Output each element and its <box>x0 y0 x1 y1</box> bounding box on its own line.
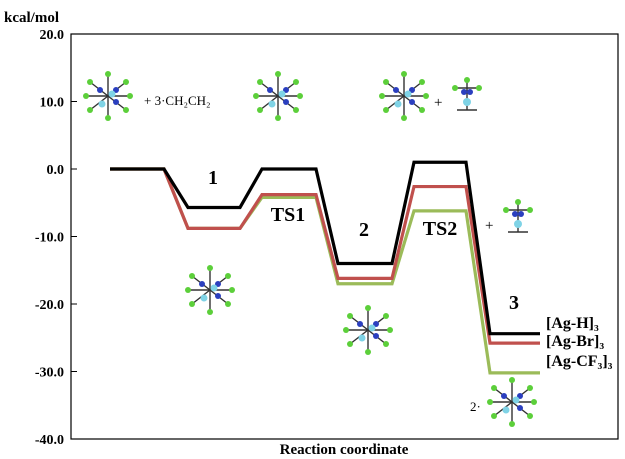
series-label-ag-cf3: [Ag-CF₃]₃ <box>546 353 613 370</box>
plus-sign-2: + <box>485 218 493 234</box>
series-layer <box>110 160 540 375</box>
molecule-fragment-picture-1 <box>451 76 483 111</box>
y-axis-label: kcal/mol <box>4 10 59 26</box>
series-label-ag-h: [Ag-H]₃ <box>546 315 599 332</box>
series-label-ag-br: [Ag-Br]₃ <box>546 333 604 350</box>
series-line-1 <box>110 167 540 345</box>
reactant-annotation: + 3·CH₂CH₂ <box>144 93 211 108</box>
molecule-intermediate1-picture <box>184 264 236 316</box>
molecule-product-picture <box>486 376 538 428</box>
y-tick-label: -40.0 <box>35 433 64 448</box>
molecule-reactant-picture <box>82 70 134 122</box>
plus-sign-1: + <box>434 95 442 111</box>
y-tick-label: 0.0 <box>47 163 65 178</box>
stage-label-ts1: TS1 <box>271 204 305 226</box>
stage-label-1: 1 <box>208 167 218 189</box>
molecule-ts2-picture <box>342 304 394 356</box>
series-line-2 <box>110 167 540 375</box>
y-tick-label: -20.0 <box>35 298 64 313</box>
y-tick-label: 20.0 <box>40 28 65 43</box>
molecule-ts1-picture <box>252 70 304 122</box>
y-tick-label: -30.0 <box>35 366 64 381</box>
y-tick-label: -10.0 <box>35 231 64 246</box>
series-line-0 <box>110 160 540 336</box>
molecule-intermediate2-picture <box>378 70 430 122</box>
x-axis-label: Reaction coordinate <box>280 442 409 458</box>
stage-label-3: 3 <box>509 292 519 314</box>
stage-label-2: 2 <box>359 219 369 241</box>
product-coefficient: 2· <box>470 399 481 414</box>
y-tick-label: 10.0 <box>40 96 65 111</box>
y-axis-ticks: 20.0 10.0 0.0 -10.0 -20.0 -30.0 -40.0 <box>35 28 77 448</box>
stage-label-ts2: TS2 <box>423 218 457 240</box>
molecule-fragment-picture-2 <box>502 198 534 233</box>
